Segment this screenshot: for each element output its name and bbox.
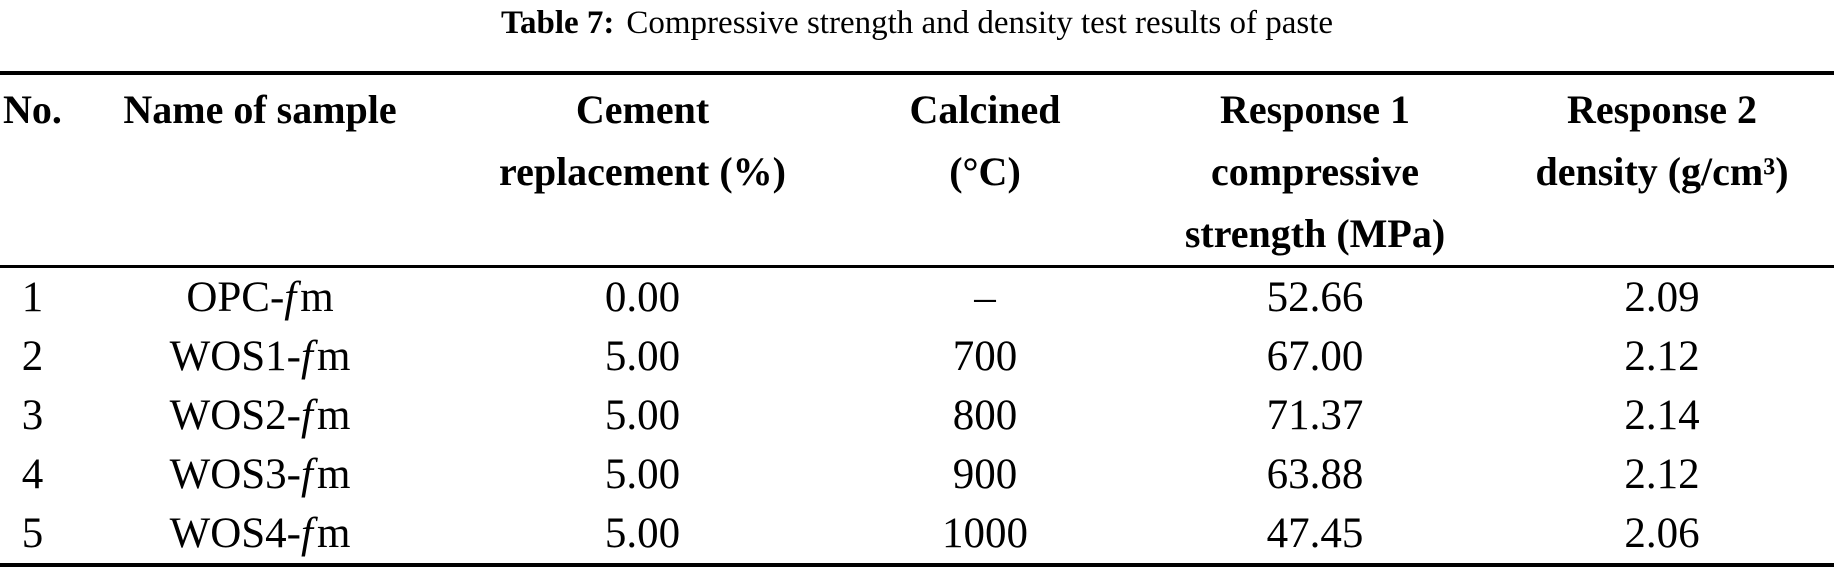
cell-name: WOS4-fm bbox=[65, 504, 455, 565]
cell-density: 2.12 bbox=[1624, 451, 1700, 498]
cell-compressive-strength: 47.45 bbox=[1266, 510, 1364, 557]
header-line: Name of sample bbox=[123, 87, 397, 132]
header-line: Response 2 bbox=[1566, 87, 1758, 132]
header-line: replacement (%) bbox=[499, 149, 786, 194]
table-caption-label: Table 7: bbox=[500, 5, 615, 41]
cell-calcined: 700 bbox=[952, 333, 1018, 380]
sample-name-prefix: WOS4- bbox=[169, 510, 301, 557]
sample-name-prefix: OPC- bbox=[186, 274, 285, 321]
column-header-response1: Response 1 compressive strength (MPa) bbox=[1140, 73, 1490, 268]
results-table: No. Name of sample Cement replacement (%… bbox=[0, 71, 1834, 567]
table-caption: Table 7: Compressive strength and density… bbox=[0, 2, 1834, 44]
table-row: 2 WOS1-fm 5.00 700 67.00 2.12 bbox=[0, 327, 1834, 386]
cell-density: 2.06 bbox=[1624, 510, 1700, 557]
cell-name: WOS1-fm bbox=[65, 327, 455, 386]
header-line: density (g/cm³) bbox=[1535, 149, 1789, 194]
cell-calcined: 800 bbox=[952, 392, 1018, 439]
sample-name-suffix: m bbox=[316, 392, 351, 439]
cell-no: 5 bbox=[21, 510, 44, 557]
cell-cement-replacement: 5.00 bbox=[604, 451, 681, 498]
column-header-calcined: Calcined (°C) bbox=[830, 73, 1140, 268]
header-row: No. Name of sample Cement replacement (%… bbox=[0, 73, 1834, 268]
sample-name-suffix: m bbox=[300, 274, 334, 321]
table-caption-text: Compressive strength and density test re… bbox=[626, 5, 1334, 41]
header-line: (°C) bbox=[949, 149, 1021, 194]
sample-name-prefix: WOS2- bbox=[169, 392, 301, 439]
sample-name-italic: f bbox=[300, 392, 313, 439]
cell-density: 2.12 bbox=[1624, 333, 1700, 380]
header-line: Cement bbox=[575, 87, 710, 132]
sample-name-suffix: m bbox=[316, 510, 351, 557]
sample-name-italic: f bbox=[300, 510, 313, 557]
cell-cement-replacement: 5.00 bbox=[604, 510, 681, 557]
header-line: compressive bbox=[1210, 149, 1420, 194]
table-row: 4 WOS3-fm 5.00 900 63.88 2.12 bbox=[0, 445, 1834, 504]
header-line: No. bbox=[3, 87, 62, 132]
cell-name: OPC-fm bbox=[65, 267, 455, 328]
sample-name-italic: f bbox=[300, 451, 313, 498]
cell-name: WOS2-fm bbox=[65, 386, 455, 445]
cell-no: 3 bbox=[21, 392, 44, 439]
cell-cement-replacement: 5.00 bbox=[604, 392, 681, 439]
sample-name-italic: f bbox=[284, 274, 297, 321]
column-header-cement-replacement: Cement replacement (%) bbox=[455, 73, 830, 268]
header-line: strength (MPa) bbox=[1184, 211, 1446, 256]
sample-name-suffix: m bbox=[316, 451, 351, 498]
cell-compressive-strength: 52.66 bbox=[1266, 274, 1364, 321]
table-row: 3 WOS2-fm 5.00 800 71.37 2.14 bbox=[0, 386, 1834, 445]
cell-calcined: 900 bbox=[952, 451, 1018, 498]
header-line: Calcined bbox=[909, 87, 1061, 132]
column-header-no: No. bbox=[0, 73, 65, 268]
cell-compressive-strength: 63.88 bbox=[1266, 451, 1364, 498]
table-body: 1 OPC-fm 0.00 – 52.66 2.09 2 WOS1-fm 5.0… bbox=[0, 267, 1834, 566]
column-header-name: Name of sample bbox=[65, 73, 455, 268]
table-header: No. Name of sample Cement replacement (%… bbox=[0, 73, 1834, 268]
cell-name: WOS3-fm bbox=[65, 445, 455, 504]
sample-name-prefix: WOS1- bbox=[169, 333, 301, 380]
cell-cement-replacement: 0.00 bbox=[604, 274, 681, 321]
sample-name-prefix: WOS3- bbox=[169, 451, 301, 498]
table-row: 1 OPC-fm 0.00 – 52.66 2.09 bbox=[0, 267, 1834, 328]
sample-name-italic: f bbox=[300, 333, 313, 380]
sample-name-suffix: m bbox=[316, 333, 351, 380]
header-line: Response 1 bbox=[1219, 87, 1411, 132]
cell-density: 2.09 bbox=[1624, 274, 1700, 321]
cell-calcined: 1000 bbox=[942, 510, 1028, 557]
cell-no: 1 bbox=[21, 274, 44, 321]
cell-density: 2.14 bbox=[1624, 392, 1700, 439]
cell-no: 4 bbox=[21, 451, 44, 498]
cell-compressive-strength: 67.00 bbox=[1266, 333, 1364, 380]
cell-cement-replacement: 5.00 bbox=[604, 333, 681, 380]
column-header-response2: Response 2 density (g/cm³) bbox=[1490, 73, 1834, 268]
cell-compressive-strength: 71.37 bbox=[1266, 392, 1364, 439]
cell-calcined: – bbox=[974, 274, 996, 321]
cell-no: 2 bbox=[21, 333, 44, 380]
table-row: 5 WOS4-fm 5.00 1000 47.45 2.06 bbox=[0, 504, 1834, 565]
